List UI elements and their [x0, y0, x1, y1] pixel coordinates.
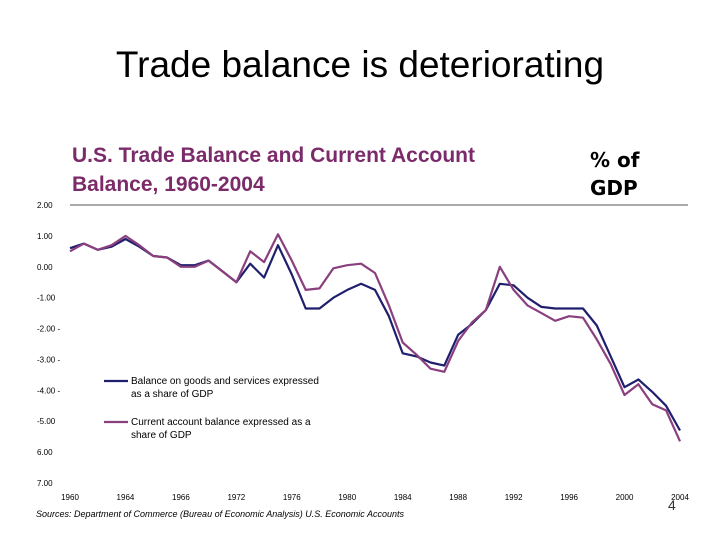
- x-tick-label: 1980: [338, 493, 356, 502]
- series-line-current-account: [69, 233, 682, 442]
- x-axis-ticks: 1960 1964 1966 1972 1976 1980 1984 1988 1992 1996…: [61, 493, 689, 502]
- y-tick-label: 2.00: [37, 201, 53, 210]
- chart-title-line-2: Balance, 1960-2004: [72, 173, 265, 196]
- y-tick-label: -4.00 -: [37, 386, 60, 395]
- unit-label-line-1: % of: [590, 148, 640, 172]
- y-tick-label: 7.00: [37, 479, 53, 488]
- chart-title: U.S. Trade Balance and Current Account B…: [72, 141, 572, 199]
- series-line-goods-services: [69, 237, 681, 432]
- unit-label: % of GDP: [590, 146, 670, 202]
- series-lines: [69, 233, 682, 442]
- legend-label-current-account-line-2: share of GDP: [131, 430, 192, 441]
- x-tick-label: 2004: [671, 493, 689, 502]
- x-tick-label: 1988: [449, 493, 467, 502]
- x-tick-label: 1976: [283, 493, 301, 502]
- y-tick-label: -5.00: [37, 417, 56, 426]
- source-note: Sources: Department of Commerce (Bureau …: [36, 509, 404, 519]
- slide-title: Trade balance is deteriorating: [115, 44, 605, 85]
- y-tick-label: 6.00: [37, 448, 53, 457]
- y-tick-label: 1.00: [37, 232, 53, 241]
- y-tick-label: -2.00 -: [37, 325, 60, 334]
- legend: Balance on goods and services expressed …: [104, 376, 319, 441]
- x-tick-label: 1966: [172, 493, 190, 502]
- x-tick-label: 1996: [560, 493, 578, 502]
- y-tick-label: 0.00: [37, 263, 53, 272]
- y-axis-ticks: 2.00 1.00 0.00 -1.00 -2.00 - -3.00 - -4.00 - -5…: [37, 201, 60, 488]
- x-tick-label: 1984: [394, 493, 412, 502]
- x-tick-label: 1992: [505, 493, 523, 502]
- x-tick-label: 1972: [227, 493, 245, 502]
- x-tick-label: 1960: [61, 493, 79, 502]
- legend-label-current-account-line-1: Current account balance expressed as a: [131, 417, 311, 428]
- x-tick-label: 2000: [616, 493, 634, 502]
- legend-label-goods-services-line-1: Balance on goods and services expressed: [131, 376, 319, 387]
- legend-label-goods-services-line-2: as a share of GDP: [131, 389, 214, 400]
- y-tick-label: -1.00: [37, 294, 56, 303]
- unit-label-line-2: GDP: [590, 176, 638, 200]
- chart-title-line-1: U.S. Trade Balance and Current Account: [72, 144, 475, 167]
- x-tick-label: 1964: [117, 493, 135, 502]
- y-tick-label: -3.00 -: [37, 355, 60, 364]
- page-number: 4: [668, 497, 676, 513]
